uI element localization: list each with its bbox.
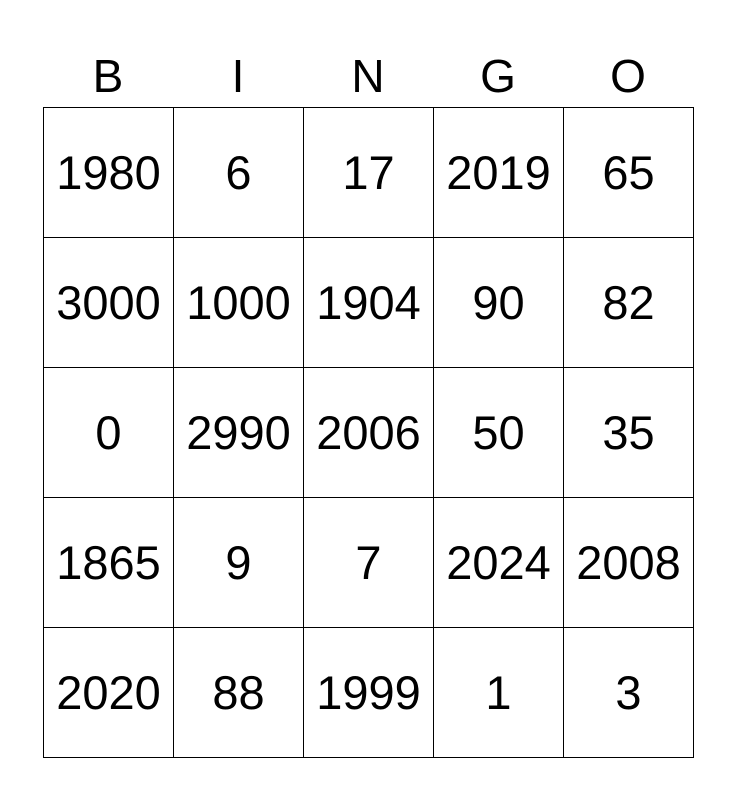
bingo-cell[interactable]: 2008	[563, 497, 694, 628]
bingo-cell[interactable]: 35	[563, 367, 694, 498]
bingo-row: 0 2990 2006 50 35	[43, 367, 694, 498]
bingo-cell[interactable]: 82	[563, 237, 694, 368]
bingo-cell[interactable]: 2019	[433, 107, 564, 238]
header-letter-b: B	[92, 50, 124, 102]
header-letter-n: N	[351, 50, 385, 102]
bingo-cell[interactable]: 9	[173, 497, 304, 628]
bingo-cell[interactable]: 88	[173, 627, 304, 758]
bingo-cell[interactable]: 1904	[303, 237, 434, 368]
bingo-cell[interactable]: 1000	[173, 237, 304, 368]
bingo-grid: 1980 6 17 2019 65 3000 1000 1904 90 82 0 2990 2006 50…	[43, 107, 694, 758]
bingo-cell[interactable]: 17	[303, 107, 434, 238]
bingo-row: 1865 9 7 2024 2008	[43, 497, 694, 628]
bingo-cell[interactable]: 3000	[43, 237, 174, 368]
header-letter-i: I	[231, 50, 245, 102]
bingo-cell[interactable]: 2024	[433, 497, 564, 628]
bingo-cell[interactable]: 65	[563, 107, 694, 238]
bingo-row: 1980 6 17 2019 65	[43, 107, 694, 238]
bingo-cell[interactable]: 1999	[303, 627, 434, 758]
header-letter-g: G	[480, 50, 516, 102]
bingo-cell[interactable]: 7	[303, 497, 434, 628]
header-letter-o: O	[610, 50, 646, 102]
bingo-header: B I N G O	[43, 48, 693, 104]
bingo-cell[interactable]: 1980	[43, 107, 174, 238]
bingo-cell[interactable]: 6	[173, 107, 304, 238]
bingo-cell[interactable]: 0	[43, 367, 174, 498]
bingo-cell[interactable]: 3	[563, 627, 694, 758]
bingo-row: 2020 88 1999 1 3	[43, 627, 694, 758]
bingo-cell[interactable]: 2990	[173, 367, 304, 498]
bingo-row: 3000 1000 1904 90 82	[43, 237, 694, 368]
bingo-cell[interactable]: 50	[433, 367, 564, 498]
bingo-cell[interactable]: 90	[433, 237, 564, 368]
bingo-cell[interactable]: 2006	[303, 367, 434, 498]
bingo-cell[interactable]: 1865	[43, 497, 174, 628]
bingo-cell[interactable]: 2020	[43, 627, 174, 758]
bingo-cell[interactable]: 1	[433, 627, 564, 758]
